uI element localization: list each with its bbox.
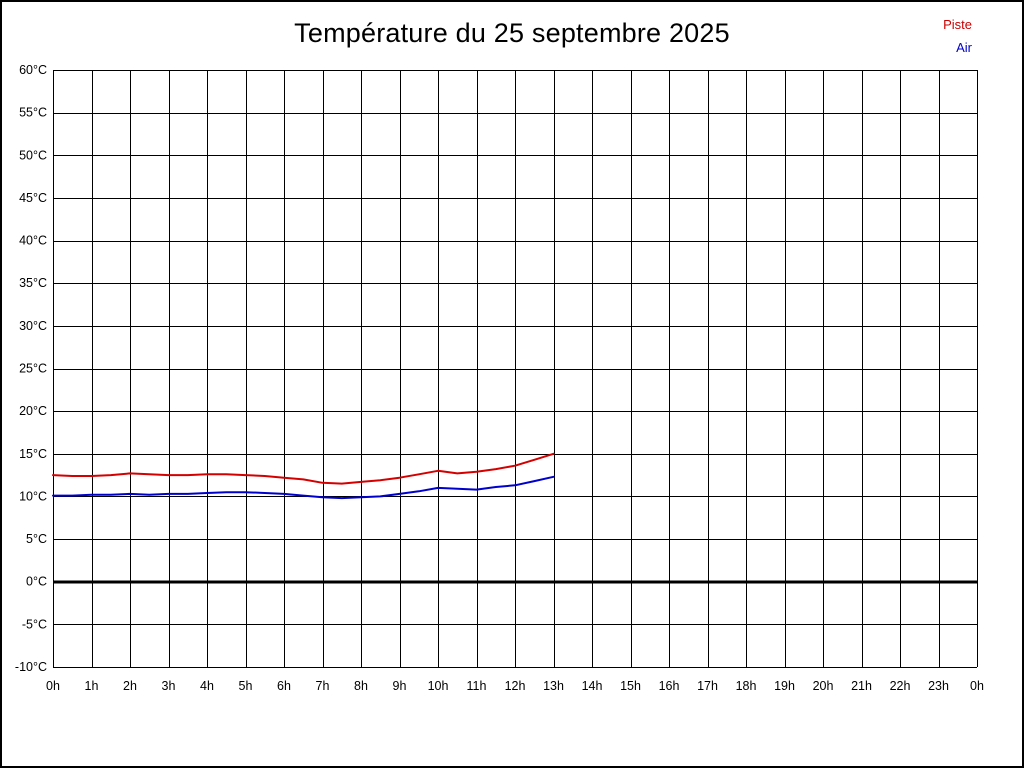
- x-tick-label: 16h: [659, 679, 680, 693]
- x-tick-label: 8h: [354, 679, 368, 693]
- x-tick-label: 12h: [505, 679, 526, 693]
- y-tick-label: 55°C: [19, 106, 47, 120]
- y-tick-label: 35°C: [19, 276, 47, 290]
- legend: Piste Air: [943, 13, 972, 59]
- x-tick-label: 17h: [697, 679, 718, 693]
- y-tick-label: 25°C: [19, 362, 47, 376]
- x-tick-label: 21h: [851, 679, 872, 693]
- x-tick-label: 1h: [85, 679, 99, 693]
- chart-title: Température du 25 septembre 2025: [294, 18, 730, 48]
- y-tick-label: 60°C: [19, 63, 47, 77]
- x-tick-label: 22h: [890, 679, 911, 693]
- y-tick-label: 40°C: [19, 234, 47, 248]
- x-tick-label: 2h: [123, 679, 137, 693]
- x-tick-label: 5h: [239, 679, 253, 693]
- x-tick-label: 10h: [428, 679, 449, 693]
- x-tick-label: 11h: [467, 679, 487, 693]
- x-tick-label: 18h: [736, 679, 757, 693]
- legend-item-air: Air: [956, 40, 972, 55]
- y-tick-label: -10°C: [15, 660, 47, 674]
- x-tick-label: 19h: [774, 679, 795, 693]
- y-tick-label: 5°C: [26, 532, 47, 546]
- x-tick-label: 3h: [162, 679, 176, 693]
- y-tick-label: -5°C: [22, 617, 47, 631]
- x-tick-label: 20h: [813, 679, 834, 693]
- x-tick-label: 6h: [277, 679, 291, 693]
- x-tick-label: 0h: [970, 679, 984, 693]
- y-tick-label: 20°C: [19, 404, 47, 418]
- x-tick-label: 9h: [393, 679, 407, 693]
- y-tick-label: 15°C: [19, 447, 47, 461]
- x-tick-label: 4h: [200, 679, 214, 693]
- y-tick-label: 45°C: [19, 191, 47, 205]
- y-tick-label: 30°C: [19, 319, 47, 333]
- y-tick-label: 0°C: [26, 575, 47, 589]
- y-tick-label: 50°C: [19, 148, 47, 162]
- x-tick-label: 7h: [316, 679, 330, 693]
- x-tick-label: 13h: [543, 679, 564, 693]
- x-tick-label: 23h: [928, 679, 949, 693]
- x-tick-label: 0h: [46, 679, 60, 693]
- series-line-piste: [52, 452, 555, 485]
- x-tick-label: 15h: [620, 679, 641, 693]
- x-tick-label: 14h: [582, 679, 603, 693]
- y-tick-label: 10°C: [19, 489, 47, 503]
- series-line-air: [52, 475, 555, 500]
- legend-item-piste: Piste: [943, 17, 972, 32]
